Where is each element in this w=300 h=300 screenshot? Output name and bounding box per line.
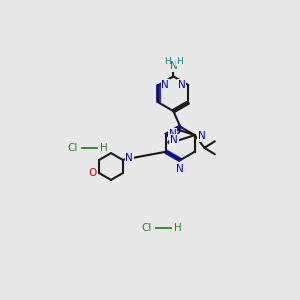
Text: N: N	[178, 80, 185, 90]
Text: N: N	[198, 131, 206, 141]
Text: N: N	[170, 135, 178, 145]
Text: N: N	[176, 164, 184, 174]
Text: H: H	[164, 57, 170, 66]
Text: Cl: Cl	[68, 143, 78, 153]
Text: O: O	[88, 168, 97, 178]
Text: N: N	[161, 80, 169, 90]
Text: N: N	[125, 153, 133, 163]
Text: Cl: Cl	[142, 223, 152, 233]
Text: H: H	[100, 143, 108, 153]
Text: H: H	[176, 57, 183, 66]
Text: H: H	[174, 223, 182, 233]
Text: N: N	[169, 129, 177, 139]
Text: N: N	[169, 61, 177, 71]
